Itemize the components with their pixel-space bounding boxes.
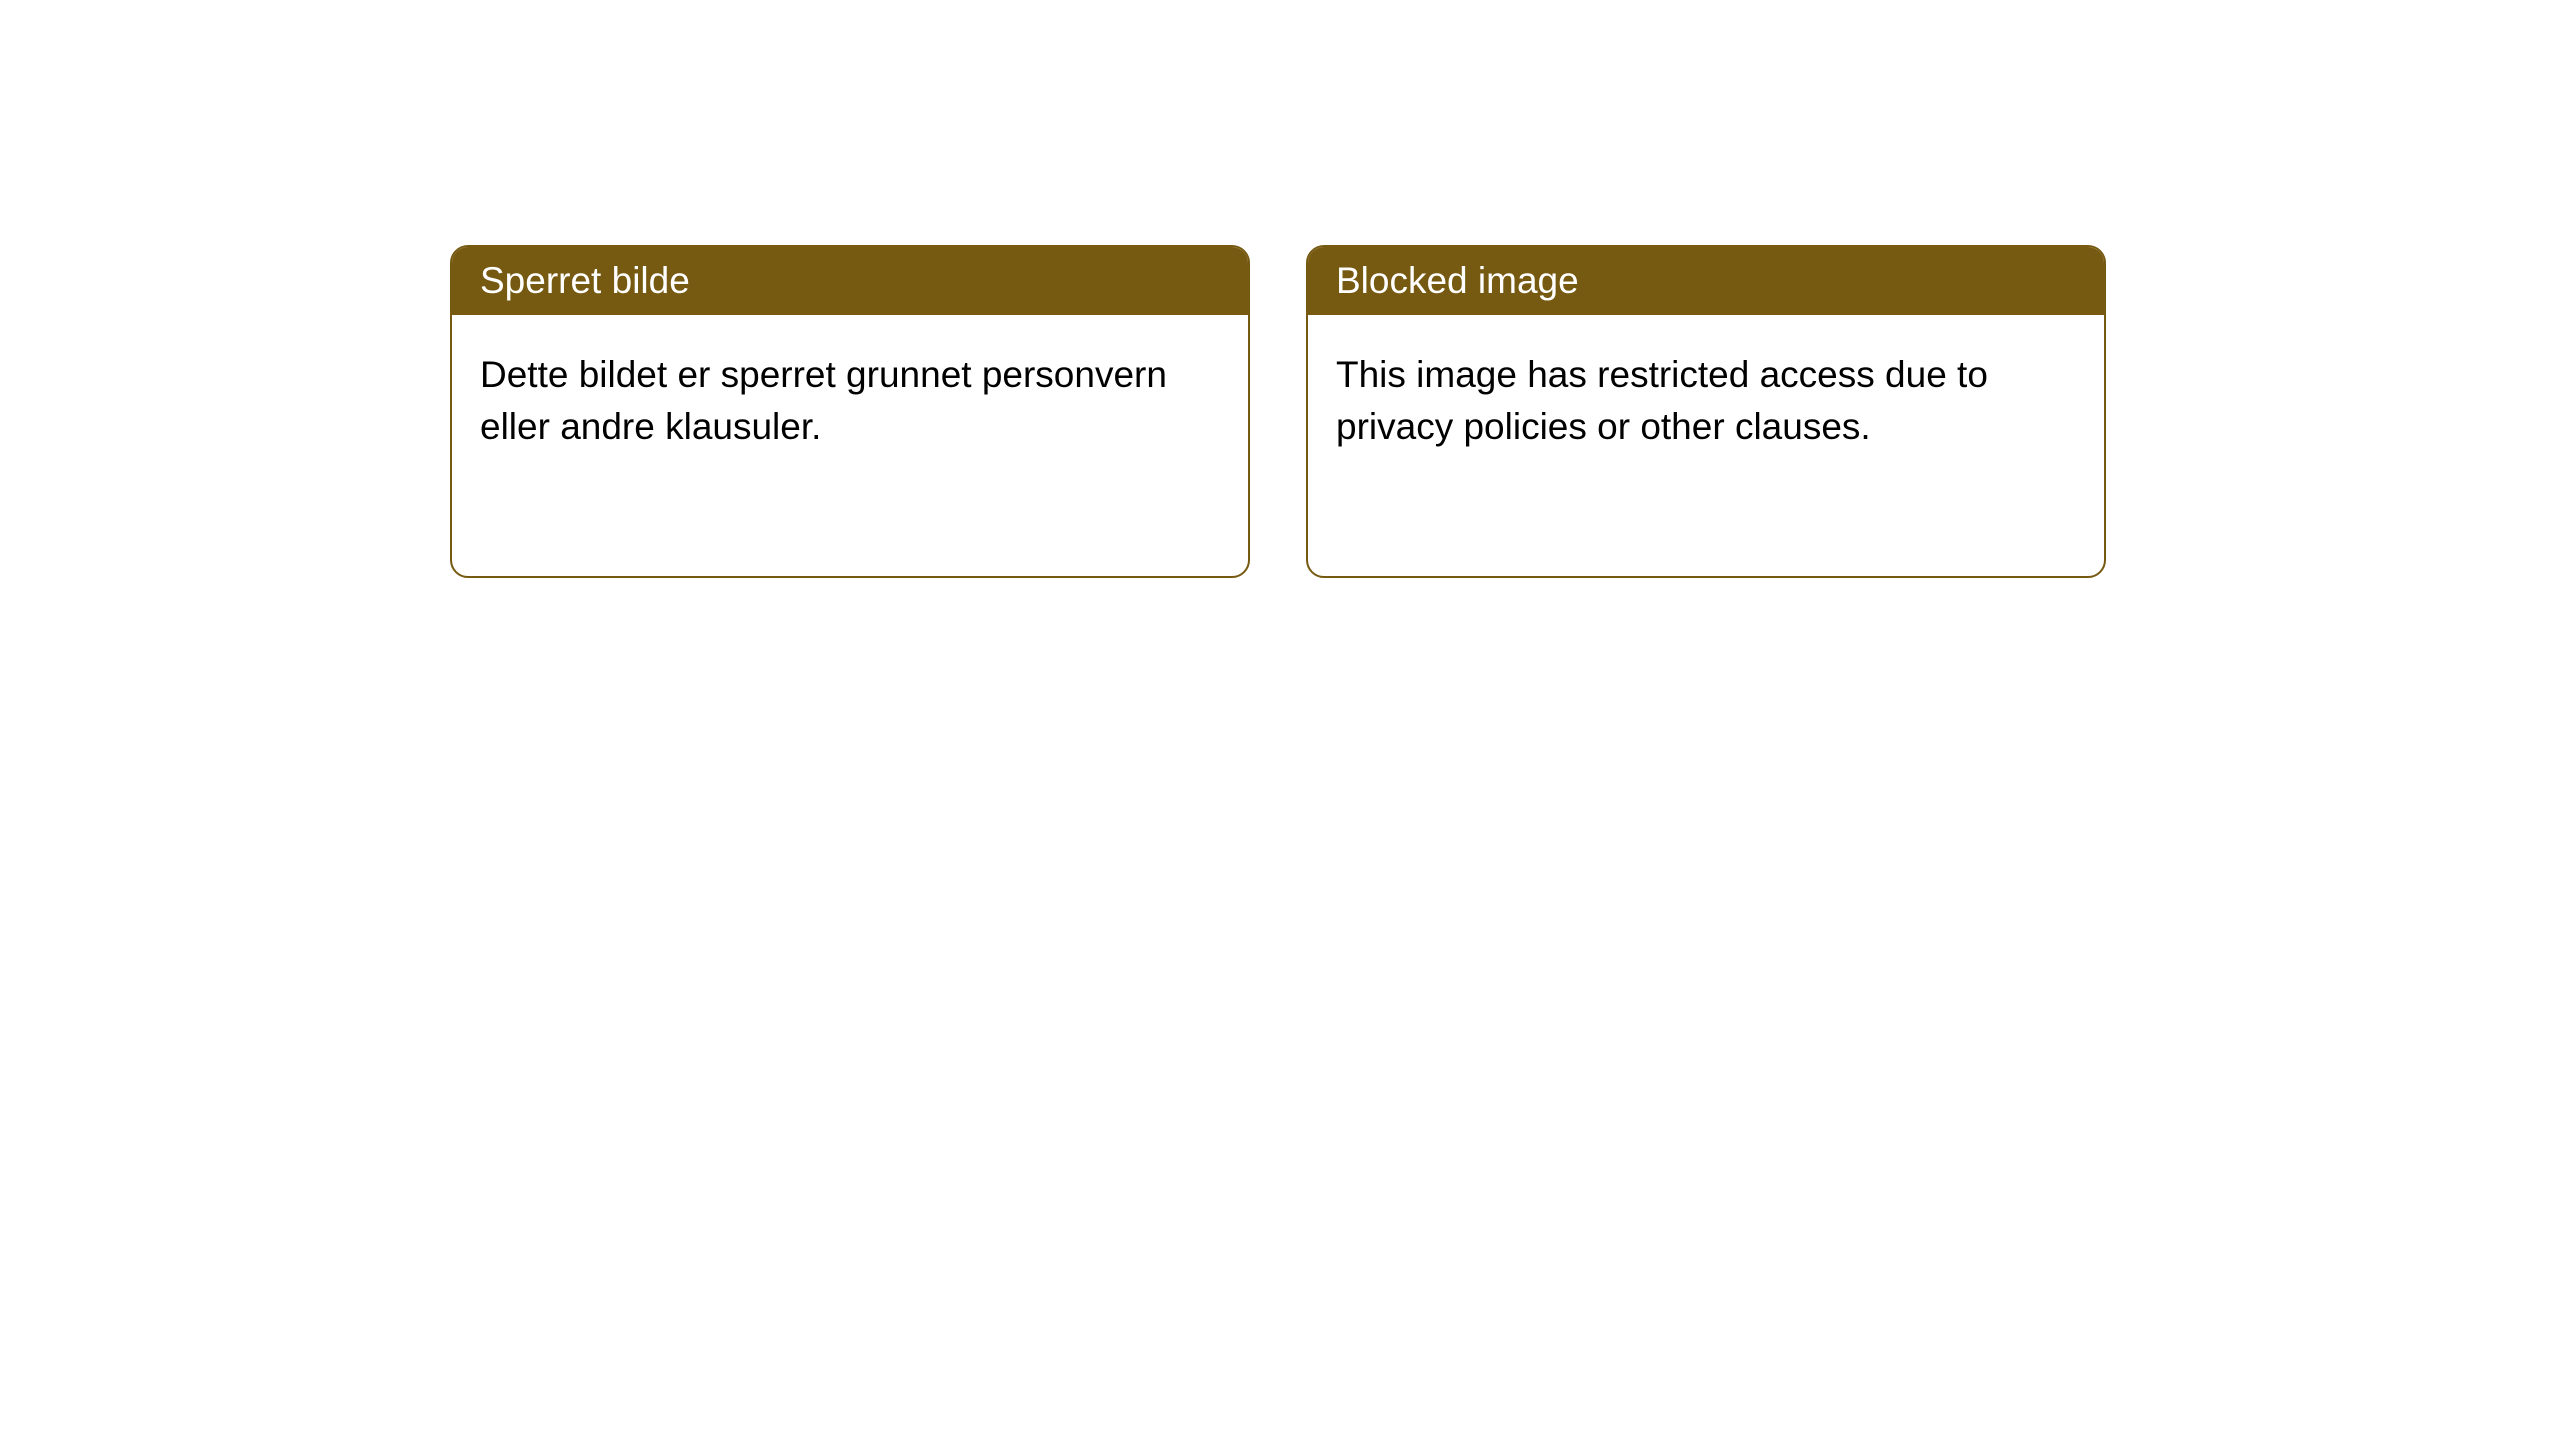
card-header: Blocked image — [1308, 247, 2104, 315]
notice-container: Sperret bilde Dette bildet er sperret gr… — [0, 0, 2560, 578]
card-body: Dette bildet er sperret grunnet personve… — [452, 315, 1248, 487]
card-body-text: Dette bildet er sperret grunnet personve… — [480, 354, 1167, 447]
card-body-text: This image has restricted access due to … — [1336, 354, 1988, 447]
card-body: This image has restricted access due to … — [1308, 315, 2104, 487]
card-title: Sperret bilde — [480, 260, 690, 301]
notice-card-english: Blocked image This image has restricted … — [1306, 245, 2106, 578]
card-title: Blocked image — [1336, 260, 1579, 301]
card-header: Sperret bilde — [452, 247, 1248, 315]
notice-card-norwegian: Sperret bilde Dette bildet er sperret gr… — [450, 245, 1250, 578]
